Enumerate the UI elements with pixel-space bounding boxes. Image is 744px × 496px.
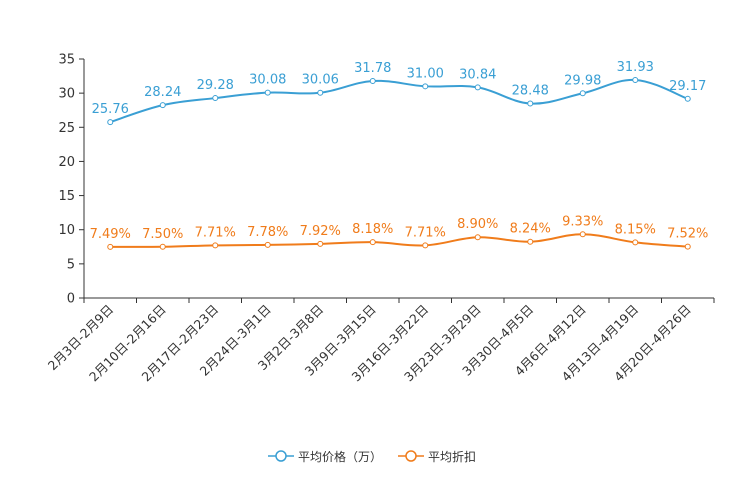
- data-label: 7.49%: [90, 227, 131, 242]
- y-tick-label: 15: [58, 189, 75, 204]
- data-point: [317, 240, 324, 247]
- data-point: [107, 243, 114, 250]
- y-tick-label: 0: [67, 292, 75, 307]
- data-label: 29.17: [669, 79, 706, 94]
- data-point: [369, 239, 376, 246]
- legend-item-1[interactable]: 平均价格（万）: [267, 448, 382, 465]
- data-label: 29.98: [564, 73, 601, 88]
- data-label: 8.90%: [457, 217, 498, 232]
- legend-line-icon: [267, 450, 294, 462]
- data-label: 7.71%: [405, 225, 446, 240]
- data-label: 8.15%: [615, 222, 656, 237]
- data-label: 7.50%: [142, 227, 183, 242]
- data-point: [107, 119, 114, 126]
- y-tick-label: 35: [58, 53, 75, 68]
- y-tick-label: 30: [58, 87, 75, 102]
- data-label: 25.76: [92, 102, 129, 117]
- data-point: [212, 242, 219, 249]
- data-point: [159, 243, 166, 250]
- data-label: 30.84: [459, 67, 496, 82]
- data-label: 29.28: [197, 78, 234, 93]
- data-point: [579, 231, 586, 238]
- data-label: 31.78: [354, 61, 391, 76]
- data-label: 7.78%: [247, 225, 288, 240]
- data-label: 9.33%: [562, 214, 603, 229]
- line-chart: 051015202530352月3日-2月9日2月10日-2月16日2月17日-…: [45, 53, 715, 384]
- y-tick-label: 10: [58, 223, 75, 238]
- data-label: 8.24%: [510, 222, 551, 237]
- y-tick-label: 20: [58, 155, 75, 170]
- data-point: [212, 95, 219, 102]
- data-point: [264, 89, 271, 96]
- data-label: 31.93: [617, 60, 654, 75]
- data-point: [527, 238, 534, 245]
- data-label: 7.52%: [667, 227, 708, 242]
- data-point: [474, 234, 481, 241]
- data-label: 30.08: [249, 73, 286, 88]
- data-label: 7.92%: [300, 224, 341, 239]
- data-label: 7.71%: [195, 225, 236, 240]
- data-label: 30.06: [302, 73, 339, 88]
- legend-label: 平均折扣: [428, 449, 477, 464]
- data-label: 28.24: [144, 85, 181, 100]
- y-tick-label: 25: [58, 121, 75, 136]
- chart-legend: 平均价格（万） 平均折扣: [0, 446, 744, 466]
- data-point: [684, 243, 691, 250]
- data-point: [684, 95, 691, 102]
- series-line-1: [109, 78, 689, 124]
- data-point: [422, 242, 429, 249]
- legend-label: 平均价格（万）: [297, 449, 382, 464]
- data-point: [369, 77, 376, 84]
- data-label: 28.48: [512, 84, 549, 99]
- data-label: 8.18%: [352, 222, 393, 237]
- data-point: [632, 76, 639, 83]
- data-point: [264, 241, 271, 248]
- data-point: [632, 239, 639, 246]
- data-label: 31.00: [407, 66, 444, 81]
- data-point: [474, 84, 481, 91]
- data-point: [579, 90, 586, 97]
- legend-item-2[interactable]: 平均折扣: [398, 448, 476, 465]
- data-point: [317, 89, 324, 96]
- data-point: [159, 102, 166, 109]
- y-tick-label: 5: [67, 257, 75, 272]
- legend-line-icon: [398, 450, 424, 462]
- data-point: [422, 83, 429, 90]
- data-point: [527, 100, 534, 107]
- series-line-2: [110, 233, 688, 248]
